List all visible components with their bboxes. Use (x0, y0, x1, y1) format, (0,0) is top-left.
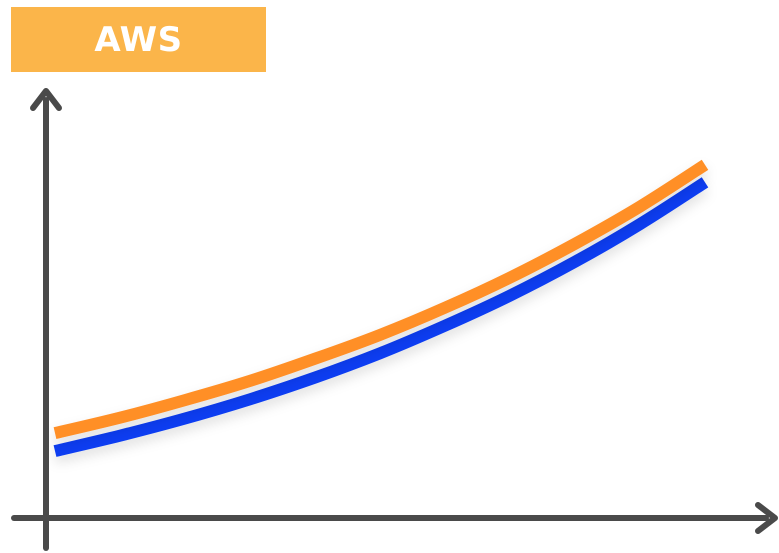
y-axis-arrowhead (30, 88, 62, 111)
series-orange-line (53, 159, 709, 439)
plot-area (53, 159, 709, 457)
x-axis-arrowhead (755, 502, 778, 534)
series-blue-line (53, 177, 709, 457)
chart-title-badge: AWS (11, 7, 266, 72)
axes (11, 88, 778, 551)
chart-title: AWS (94, 19, 183, 60)
